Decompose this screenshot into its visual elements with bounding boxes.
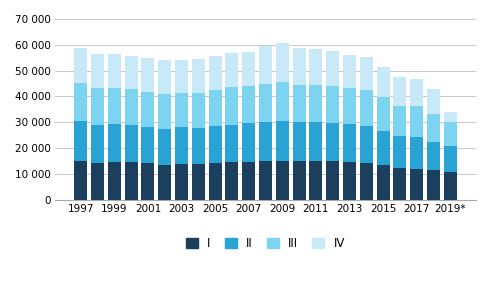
Bar (309, 49, 323, 85)
Bar (360, 163, 373, 200)
Legend: I, II, III, IV: I, II, III, IV (181, 233, 350, 255)
Bar (276, 121, 289, 161)
Bar (293, 122, 306, 161)
Bar (175, 60, 188, 93)
Bar (410, 107, 423, 137)
Bar (343, 162, 356, 200)
Bar (309, 85, 323, 122)
Bar (377, 67, 390, 98)
Bar (242, 52, 255, 86)
Bar (242, 86, 255, 123)
Bar (444, 172, 457, 200)
Bar (276, 161, 289, 200)
Bar (326, 123, 339, 161)
Bar (427, 89, 440, 114)
Bar (410, 169, 423, 200)
Bar (444, 146, 457, 172)
Bar (91, 125, 104, 163)
Bar (91, 54, 104, 88)
Bar (74, 161, 87, 200)
Bar (158, 129, 171, 165)
Bar (192, 164, 205, 200)
Bar (225, 162, 239, 200)
Bar (309, 122, 323, 161)
Bar (326, 51, 339, 85)
Bar (326, 161, 339, 200)
Bar (192, 59, 205, 93)
Bar (293, 48, 306, 85)
Bar (259, 122, 272, 161)
Bar (225, 87, 239, 124)
Bar (108, 124, 121, 162)
Bar (377, 98, 390, 131)
Bar (74, 48, 87, 83)
Bar (209, 163, 221, 200)
Bar (74, 83, 87, 121)
Bar (242, 123, 255, 162)
Bar (293, 161, 306, 200)
Bar (141, 92, 155, 127)
Bar (108, 53, 121, 88)
Bar (141, 127, 155, 163)
Bar (427, 170, 440, 200)
Bar (343, 124, 356, 162)
Bar (242, 162, 255, 200)
Bar (108, 88, 121, 124)
Bar (444, 112, 457, 122)
Bar (393, 136, 407, 168)
Bar (125, 162, 137, 200)
Bar (410, 79, 423, 107)
Bar (276, 82, 289, 121)
Bar (427, 142, 440, 170)
Bar (74, 121, 87, 161)
Bar (175, 164, 188, 200)
Bar (293, 85, 306, 122)
Bar (175, 93, 188, 127)
Bar (192, 128, 205, 164)
Bar (225, 53, 239, 87)
Bar (377, 131, 390, 165)
Bar (377, 165, 390, 200)
Bar (125, 89, 137, 125)
Bar (225, 124, 239, 162)
Bar (125, 56, 137, 89)
Bar (209, 90, 221, 126)
Bar (125, 125, 137, 162)
Bar (259, 161, 272, 200)
Bar (158, 59, 171, 94)
Bar (141, 58, 155, 92)
Bar (175, 127, 188, 164)
Bar (427, 114, 440, 142)
Bar (393, 106, 407, 136)
Bar (360, 90, 373, 126)
Bar (192, 93, 205, 128)
Bar (141, 163, 155, 200)
Bar (91, 88, 104, 125)
Bar (158, 165, 171, 200)
Bar (91, 163, 104, 200)
Bar (410, 137, 423, 169)
Bar (343, 88, 356, 124)
Bar (108, 162, 121, 200)
Bar (209, 126, 221, 163)
Bar (276, 43, 289, 82)
Bar (343, 55, 356, 88)
Bar (360, 126, 373, 163)
Bar (393, 168, 407, 200)
Bar (158, 94, 171, 129)
Bar (309, 161, 323, 200)
Bar (393, 77, 407, 106)
Bar (259, 46, 272, 84)
Bar (360, 57, 373, 90)
Bar (209, 56, 221, 90)
Bar (326, 85, 339, 123)
Bar (444, 122, 457, 146)
Bar (259, 84, 272, 122)
